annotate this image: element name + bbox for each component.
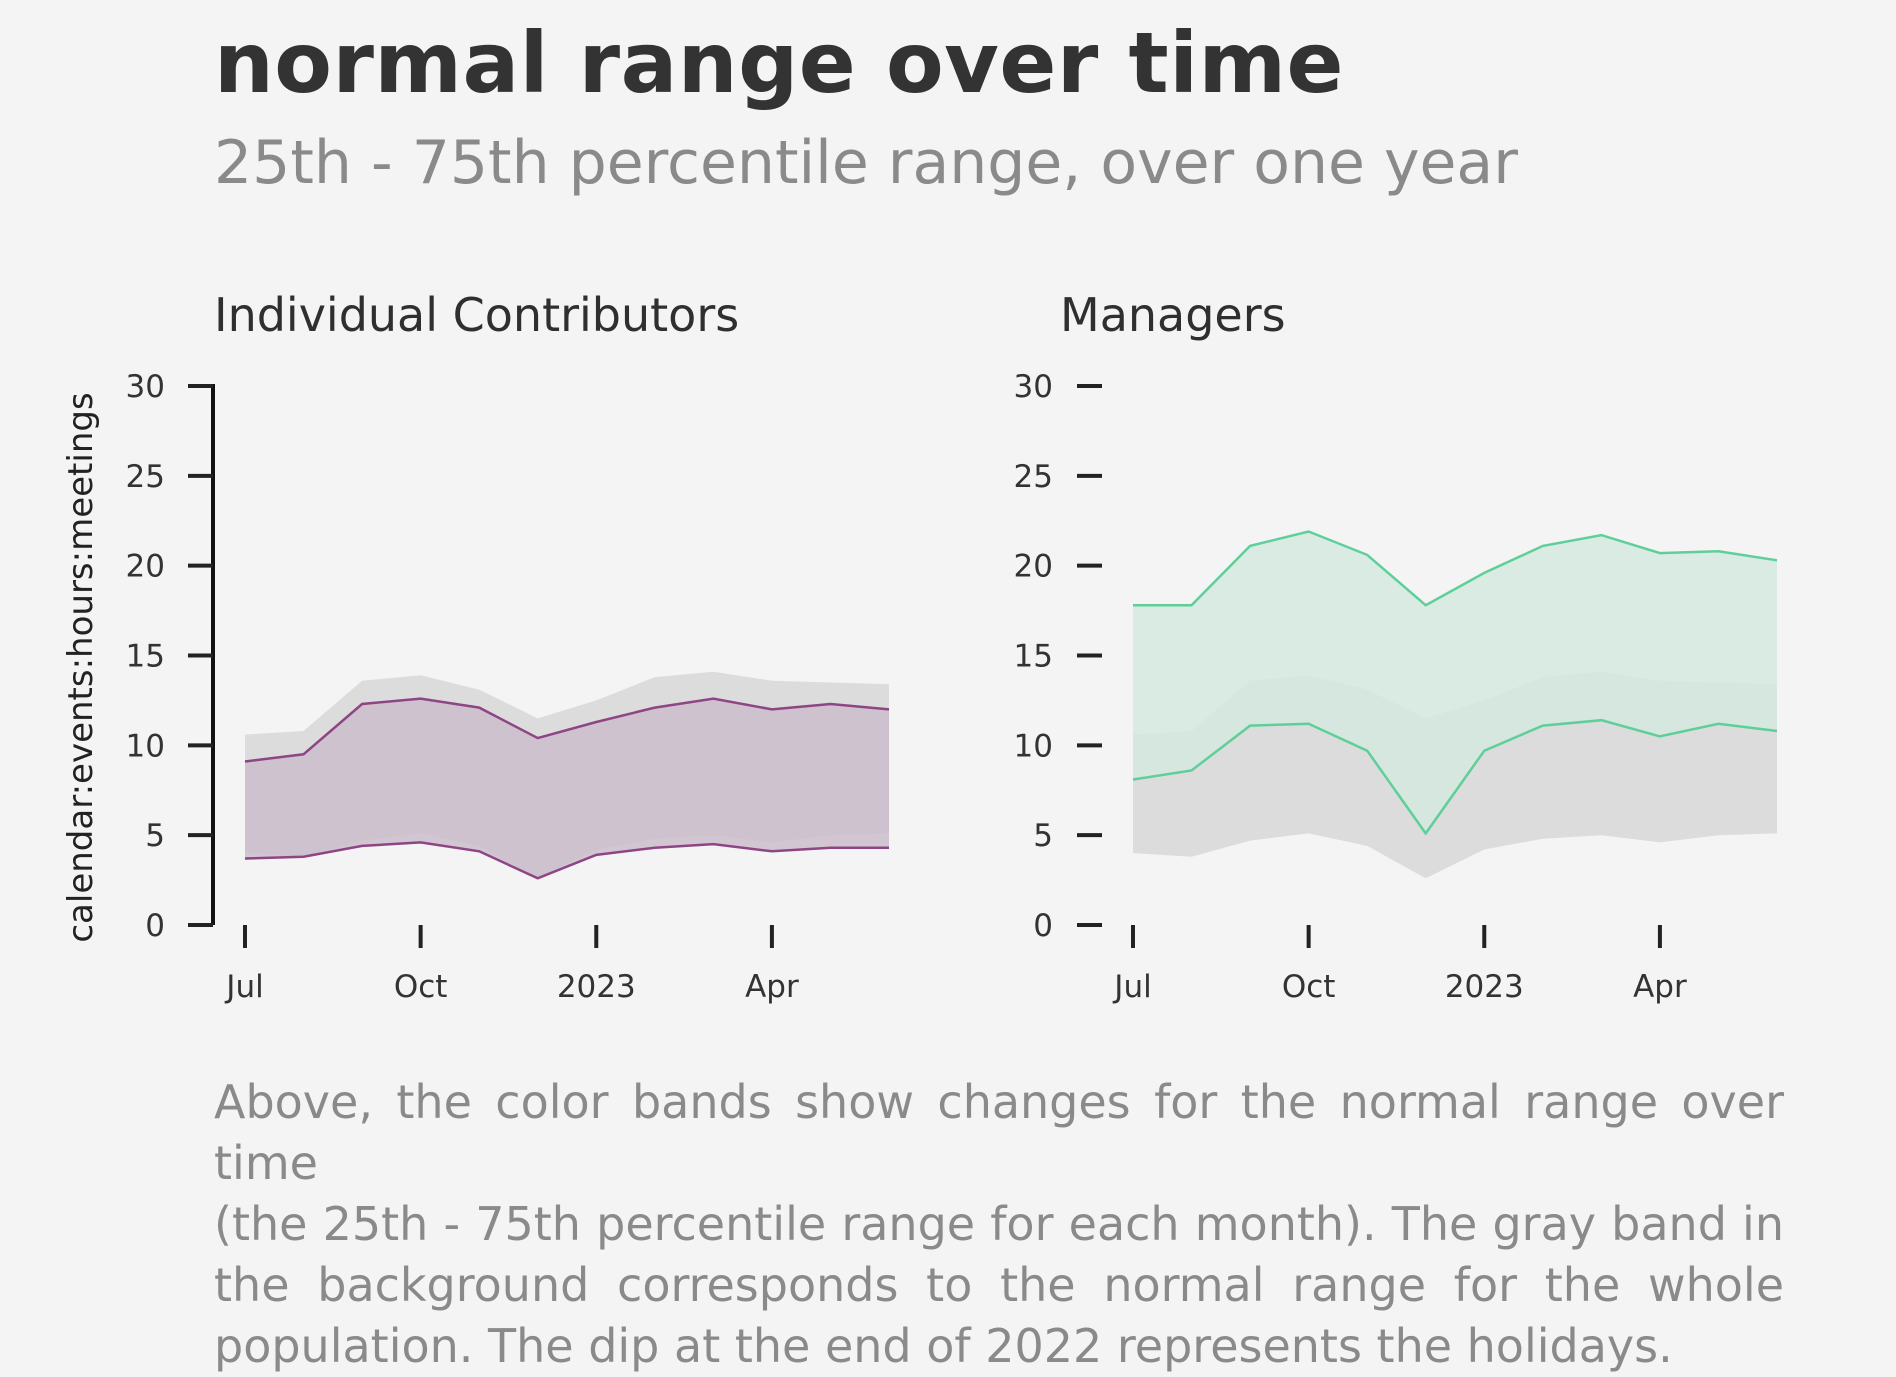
p75-line <box>244 697 890 763</box>
y-tick-label: 15 <box>126 639 165 675</box>
y-tick-label: 20 <box>1014 549 1053 585</box>
p25-line <box>244 841 889 880</box>
caption: Above, the color bands show changes for … <box>214 1072 1784 1377</box>
x-tick-label: 2023 <box>557 969 636 1005</box>
y-tick-label: 30 <box>1014 369 1053 405</box>
caption-line: Above, the color bands show changes for … <box>214 1075 1784 1190</box>
group-band <box>245 698 889 879</box>
ic-chart: 0 5 10 15 20 25 30 Jul Oct 2023 Apr calendar:events… <box>61 369 890 1005</box>
x-tick-label: Jul <box>1112 969 1151 1005</box>
caption-line: the background corresponds to the normal… <box>214 1258 1784 1312</box>
x-tick-label: Jul <box>224 969 263 1005</box>
p25-line <box>1132 718 1778 836</box>
p75-line <box>1133 530 1778 607</box>
y-tick-label: 0 <box>145 908 165 944</box>
group-band <box>1133 531 1777 834</box>
x-tick-label: 2023 <box>1445 969 1524 1005</box>
y-tick-label: 0 <box>1033 908 1053 944</box>
y-tick-label: 10 <box>126 728 165 764</box>
y-tick-label: 5 <box>145 818 165 854</box>
managers-chart: 0 5 10 15 20 25 30 Jul Oct 2023 Apr <box>1014 369 1778 1005</box>
y-tick-label: 25 <box>126 459 165 495</box>
page-title: normal range over time <box>214 14 1344 112</box>
x-tick-label: Oct <box>1282 969 1336 1005</box>
managers-chart-title: Managers <box>1060 288 1286 342</box>
caption-line: (the 25th - 75th percentile range for ea… <box>214 1197 1784 1251</box>
x-tick-label: Apr <box>1633 969 1687 1005</box>
page-subtitle: 25th - 75th percentile range, over one y… <box>214 128 1518 198</box>
ic-chart-title: Individual Contributors <box>214 288 740 342</box>
charts-canvas: 0 5 10 15 20 25 30 Jul Oct 2023 Apr calendar:events… <box>61 369 1778 1005</box>
y-tick-label: 15 <box>1014 639 1053 675</box>
x-tick-label: Oct <box>394 969 448 1005</box>
y-tick-label: 25 <box>1014 459 1053 495</box>
y-tick-label: 20 <box>126 549 165 585</box>
y-tick-label: 30 <box>126 369 165 405</box>
y-tick-label: 5 <box>1033 818 1053 854</box>
y-tick-label: 10 <box>1014 728 1053 764</box>
y-axis-label: calendar:events:hours:meetings <box>61 392 101 942</box>
x-tick-label: Apr <box>745 969 799 1005</box>
caption-line: population. The dip at the end of 2022 r… <box>214 1319 1673 1373</box>
